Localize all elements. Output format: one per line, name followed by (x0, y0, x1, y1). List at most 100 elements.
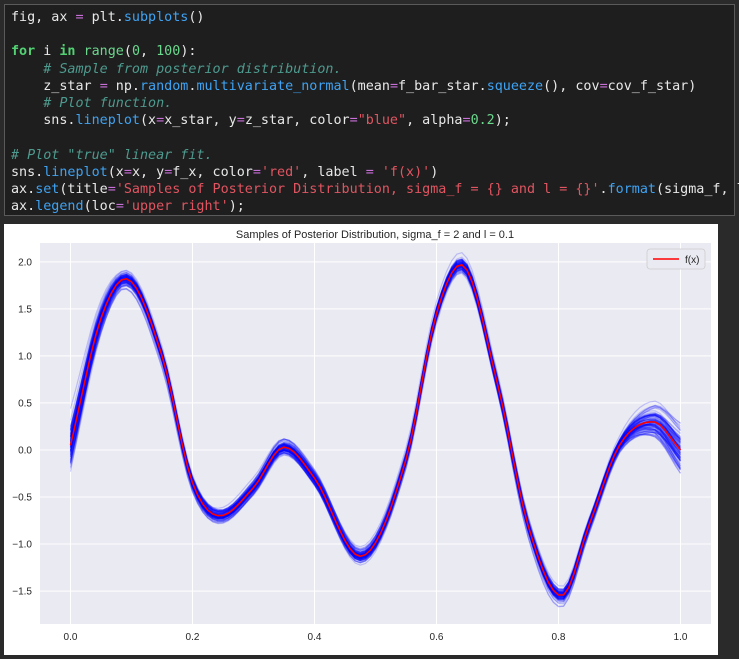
code-line: # Plot "true" linear fit. (11, 147, 734, 164)
code-token: = (156, 113, 165, 129)
posterior-sample-line (69, 268, 681, 601)
code-token: ); (228, 199, 245, 215)
code-token: x, y (131, 164, 165, 180)
code-token: ); (494, 113, 511, 129)
code-token: set (35, 181, 60, 197)
code-token: 'upper right' (123, 199, 229, 215)
x-tick-label: 0.4 (308, 632, 322, 643)
code-token: ( (123, 44, 132, 60)
y-tick-label: 0.5 (18, 398, 32, 409)
code-token: , alpha (406, 113, 463, 129)
code-token: 100 (156, 44, 181, 60)
code-token: = (599, 78, 608, 94)
tick-labels: 0.0 0.2 0.4 0.6 0.8 1.0 −1.5 −1.0 −0.5 0.0 0.5 1.0 1… (12, 257, 688, 643)
code-token: 'Samples of Posterior Distribution, sigm… (115, 181, 600, 197)
y-tick-label: 2.0 (18, 257, 32, 268)
code-token: = (365, 164, 374, 180)
code-token: (sigma_f, l)) (655, 181, 739, 197)
code-cell[interactable]: fig, ax = plt.subplots() for i in range(… (4, 4, 739, 216)
code-token: = (236, 113, 245, 129)
posterior-sample-line (69, 264, 681, 592)
code-token: sns. (11, 113, 76, 129)
code-token: legend (35, 199, 84, 215)
code-token: = (99, 78, 108, 94)
x-tick-label: 0.8 (552, 632, 566, 643)
posterior-sample-line (69, 262, 681, 591)
code-line: # Sample from posterior distribution. (11, 61, 734, 78)
code-token: = (252, 164, 261, 180)
code-token: ax. (11, 181, 36, 197)
code-token: = (115, 199, 124, 215)
code-token: ) (430, 164, 439, 180)
code-token: = (75, 10, 84, 25)
code-editor[interactable]: fig, ax = plt.subplots() for i in range(… (5, 5, 739, 215)
posterior-sample-line (69, 268, 681, 602)
code-token: lineplot (43, 164, 108, 180)
code-token: cov_f_star) (607, 78, 697, 94)
code-token: f_bar_star. (398, 78, 487, 94)
code-token: x_star, y (164, 113, 237, 129)
x-tick-label: 0.0 (64, 632, 78, 643)
y-tick-label: 1.0 (18, 351, 32, 362)
code-token: (), cov (543, 78, 600, 94)
code-line: z_star = np.random.multivariate_normal(m… (11, 78, 734, 95)
code-token: = (107, 181, 116, 197)
code-token (11, 96, 43, 111)
code-line: for i in range(0, 100): (11, 43, 734, 60)
code-token: # Plot function. (43, 95, 173, 111)
code-token: (title (59, 181, 108, 197)
code-token: lineplot (75, 113, 141, 129)
posterior-sample-line (69, 266, 681, 591)
code-token: 'red' (260, 164, 302, 180)
posterior-sample-line (69, 260, 681, 590)
posterior-sample-line (69, 261, 681, 590)
code-line: ax.set(title='Samples of Posterior Distr… (11, 181, 739, 198)
code-token: squeeze (486, 78, 544, 94)
y-tick-label: −1.0 (12, 540, 32, 551)
code-token: # Sample from posterior distribution. (43, 61, 342, 77)
code-token: ax. (11, 199, 36, 215)
code-token: random (140, 78, 189, 94)
legend: f(x) (646, 248, 706, 270)
axes-background (40, 243, 711, 624)
code-token: range (83, 44, 124, 60)
code-token: np. (107, 78, 140, 94)
code-token: (x (140, 113, 157, 129)
code-token (76, 44, 84, 59)
posterior-sample-line (69, 252, 681, 590)
code-token: # Plot "true" linear fit. (11, 147, 213, 163)
code-token: = (164, 164, 173, 180)
code-token: , (140, 44, 157, 60)
code-line: sns.lineplot(x=x, y=f_x, color='red', la… (11, 164, 734, 181)
code-line: # Plot function. (11, 95, 734, 112)
code-token: f_x, color (172, 164, 253, 180)
code-token: = (389, 78, 398, 94)
chart-title: Samples of Posterior Distribution, sigma… (236, 229, 514, 241)
code-token: z_star (11, 78, 100, 94)
code-token: subplots (123, 10, 189, 25)
x-tick-label: 1.0 (674, 632, 688, 643)
code-line (11, 26, 734, 43)
code-token: = (462, 113, 471, 129)
posterior-sample-line (69, 258, 681, 590)
code-token: (loc (83, 199, 116, 215)
code-line: fig, ax = plt.subplots() (11, 9, 734, 26)
code-token: , label (301, 164, 366, 180)
legend-label-f-x: f(x) (685, 255, 699, 266)
y-tick-label: −1.5 (12, 587, 32, 598)
code-token: for (11, 44, 36, 60)
code-line: sns.lineplot(x=x_star, y=z_star, color="… (11, 112, 734, 129)
series-line-f-x (69, 263, 682, 596)
posterior-sample-line (69, 265, 681, 602)
posterior-samples-plot: 0.0 0.2 0.4 0.6 0.8 1.0 −1.5 −1.0 −0.5 0.0 0.5 1.0 1… (12, 229, 711, 643)
code-line: ax.legend(loc='upper right'); (11, 198, 734, 215)
posterior-sample-line (69, 268, 681, 603)
code-token: (mean (349, 78, 390, 94)
code-token: ): (180, 44, 197, 60)
code-token (11, 62, 43, 77)
code-token: "blue" (357, 113, 407, 129)
code-token: = (123, 164, 132, 180)
code-token: 0 (131, 44, 140, 60)
code-token: sns. (11, 164, 44, 180)
code-token: in (59, 44, 76, 60)
